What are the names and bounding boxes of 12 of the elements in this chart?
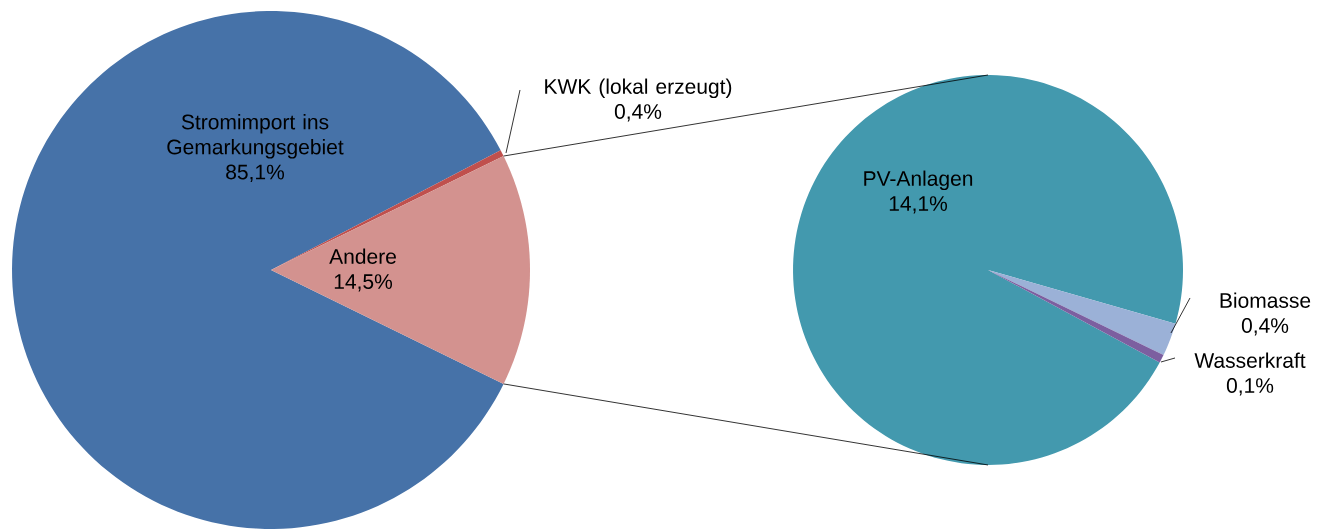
data-label: 0,4% [1241, 318, 1289, 336]
slice-label: KWK (lokal erzeugt) [545, 78, 732, 99]
slice-label: Wasserkraft [1194, 352, 1306, 368]
data-label: 14,5% [334, 274, 393, 292]
slice-label: Andere [329, 248, 396, 264]
data-label: 85,1% [226, 164, 285, 182]
data-label: 14,1% [889, 196, 948, 214]
slice-label: PV-Anlagen [864, 170, 973, 191]
slice-label: Biomasse [1220, 292, 1311, 308]
slice-label: Stromimport ins Gemarkungsgebiet [167, 114, 344, 159]
data-label: 0,4% [614, 104, 662, 122]
data-label: 0,1% [1226, 378, 1274, 396]
